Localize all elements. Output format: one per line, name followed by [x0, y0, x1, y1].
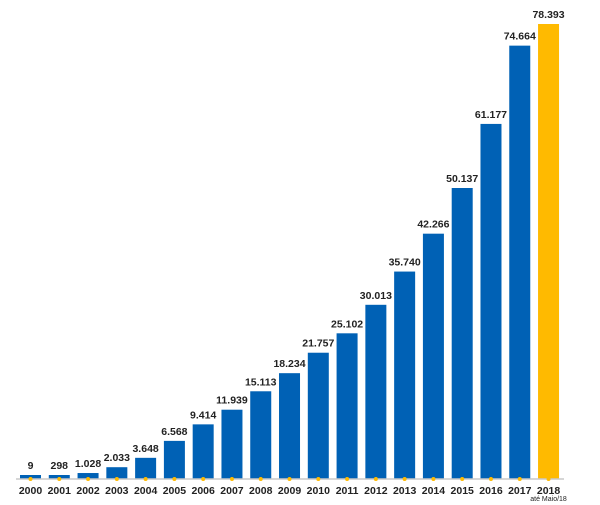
value-label-2001: 298: [51, 460, 69, 472]
x-tick-label-2013: 2013: [393, 485, 417, 497]
tick-mark-2009: [287, 477, 292, 481]
bar-2009: [279, 373, 301, 479]
x-tick-label-2004: 2004: [134, 485, 158, 497]
value-label-2009: 18.234: [273, 358, 305, 370]
value-label-2016: 61.177: [475, 109, 507, 121]
value-label-2013: 35.740: [389, 257, 421, 269]
tick-mark-2017: [517, 477, 522, 481]
value-label-2012: 30.013: [360, 290, 392, 302]
value-label-2002: 1.028: [75, 458, 101, 470]
bar-2010: [307, 352, 329, 479]
tick-mark-2001: [57, 477, 62, 481]
x-tick-label-2005: 2005: [163, 485, 187, 497]
x-tick-labels-group: 2000 2001 2002 2003 2004 2005 2006 2007 2008 2009…: [19, 485, 567, 503]
bar-2008: [250, 391, 272, 479]
bars-group: [20, 24, 560, 480]
x-tick-label-2003: 2003: [105, 485, 129, 497]
tick-mark-2016: [488, 477, 493, 481]
tick-mark-2010: [316, 477, 321, 481]
tick-mark-2011: [345, 477, 350, 481]
bar-2003: [106, 467, 128, 479]
x-tick-label-2008: 2008: [249, 485, 273, 497]
x-tick-label-2010: 2010: [307, 485, 331, 497]
x-tick-label-2007: 2007: [220, 485, 244, 497]
x-tick-label-2006: 2006: [192, 485, 216, 497]
x-tick-label-2001: 2001: [48, 485, 72, 497]
x-tick-label-2009: 2009: [278, 485, 302, 497]
value-label-2010: 21.757: [302, 338, 334, 350]
tick-mark-2005: [172, 477, 177, 481]
tick-mark-2003: [114, 477, 119, 481]
x-tick-label-2002: 2002: [76, 485, 100, 497]
value-label-2000: 9: [28, 460, 34, 472]
tick-mark-2006: [201, 477, 206, 481]
value-label-2011: 25.102: [331, 318, 363, 330]
x-tick-label-2018: 2018: [537, 485, 561, 497]
value-label-2008: 15.113: [245, 376, 277, 388]
tick-mark-2012: [373, 477, 378, 481]
tick-mark-2008: [258, 477, 263, 481]
x-tick-label-2011: 2011: [336, 485, 359, 497]
value-label-2004: 3.648: [132, 443, 158, 455]
bar-2016: [480, 123, 502, 480]
bar-2004: [135, 457, 157, 479]
value-label-2007: 11.939: [216, 395, 248, 407]
bar-2006: [192, 424, 214, 479]
bar-2014: [422, 233, 444, 479]
bar-2013: [394, 271, 416, 479]
value-label-2006: 9.414: [190, 409, 216, 421]
value-label-2018: 78.393: [532, 9, 564, 21]
value-label-2003: 2.033: [104, 452, 130, 464]
value-label-2015: 50.137: [446, 173, 478, 185]
x-tick-label-2000: 2000: [19, 485, 43, 497]
x-tick-label-2015: 2015: [451, 485, 475, 497]
tick-mark-2015: [460, 477, 465, 481]
bar-2017: [509, 45, 531, 479]
bar-2011: [336, 333, 358, 479]
bar-2005: [163, 440, 185, 479]
bar-2007: [221, 409, 243, 479]
x-tick-label-2017: 2017: [508, 485, 532, 497]
value-label-2005: 6.568: [161, 426, 187, 438]
tick-mark-2014: [431, 477, 436, 481]
tick-mark-2018: [546, 477, 551, 481]
x-tick-label-2012: 2012: [364, 485, 388, 497]
tick-mark-2007: [229, 477, 234, 481]
bar-2018: [538, 24, 560, 479]
x-tick-sublabel: até Maio/18: [530, 496, 567, 503]
value-label-2017: 74.664: [504, 31, 536, 43]
bar-2002: [77, 473, 99, 479]
x-tick-label-2014: 2014: [422, 485, 446, 497]
x-tick-label-2016: 2016: [479, 485, 503, 497]
tick-mark-2013: [402, 477, 407, 481]
bar-2012: [365, 304, 387, 479]
value-label-2014: 42.266: [417, 219, 449, 231]
tick-marks-group: [28, 477, 551, 481]
tick-mark-2002: [86, 477, 91, 481]
bar-2015: [451, 188, 473, 479]
tick-mark-2004: [143, 477, 148, 481]
tick-mark-2000: [28, 477, 33, 481]
